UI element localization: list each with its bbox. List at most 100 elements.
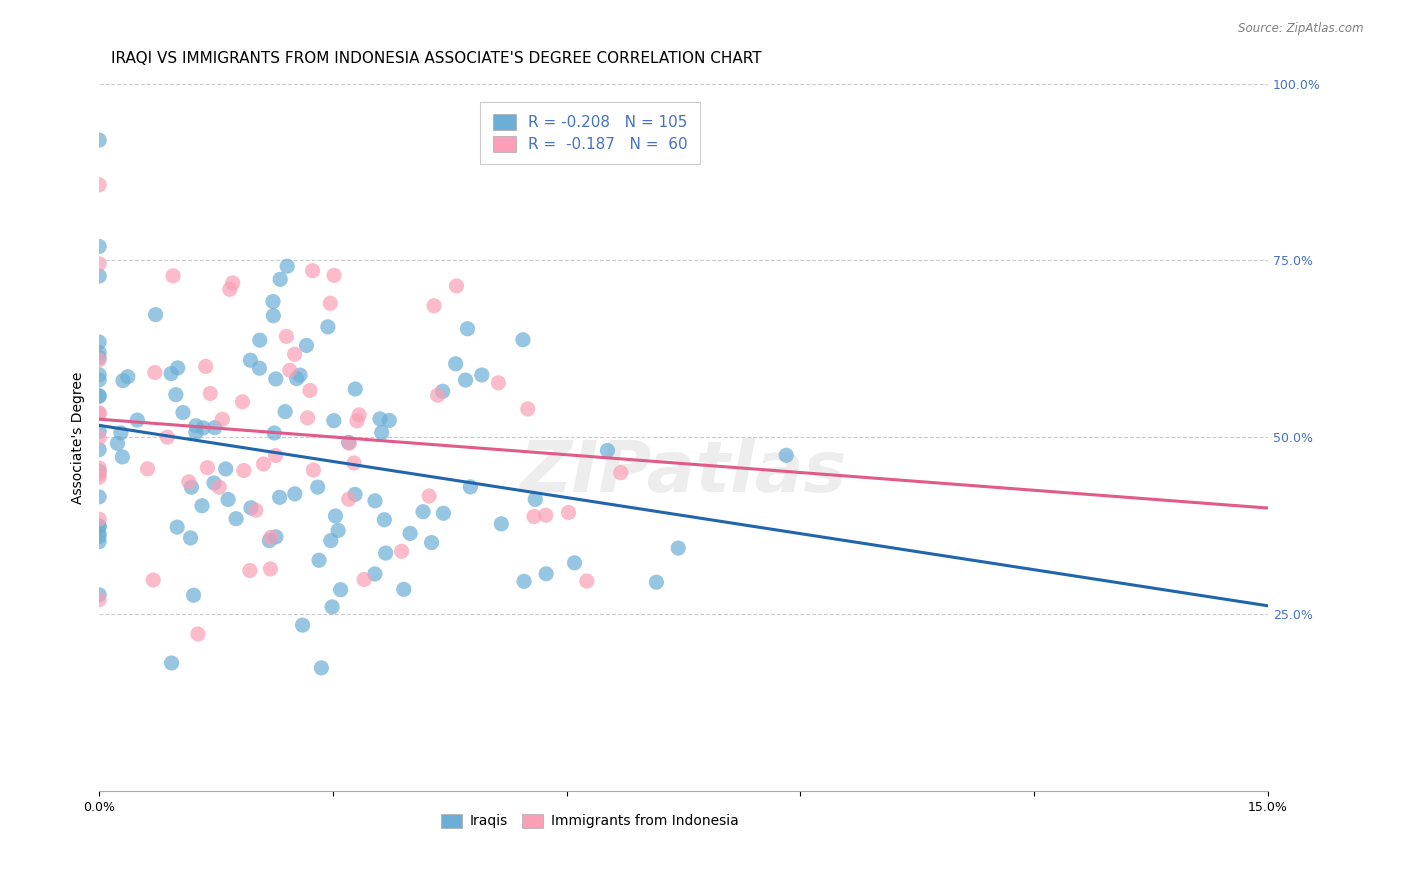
Iraqis xyxy=(288,368,311,383)
Iraqis xyxy=(89,519,111,533)
Iraqis xyxy=(264,530,287,544)
Immigrants from Indonesia xyxy=(89,592,111,607)
Iraqis xyxy=(239,500,262,515)
Iraqis xyxy=(337,435,360,450)
Iraqis xyxy=(329,582,352,597)
Iraqis xyxy=(145,308,167,322)
Iraqis xyxy=(110,425,132,440)
Immigrants from Indonesia xyxy=(211,412,233,426)
Immigrants from Indonesia xyxy=(297,411,319,425)
Immigrants from Indonesia xyxy=(276,329,298,343)
Iraqis xyxy=(392,582,415,597)
Immigrants from Indonesia xyxy=(142,573,165,587)
Immigrants from Indonesia xyxy=(252,457,274,471)
Iraqis xyxy=(89,526,111,541)
Iraqis xyxy=(107,436,129,450)
Iraqis xyxy=(225,512,247,526)
Iraqis xyxy=(193,421,215,435)
Immigrants from Indonesia xyxy=(523,509,546,524)
Text: Source: ZipAtlas.com: Source: ZipAtlas.com xyxy=(1239,22,1364,36)
Iraqis xyxy=(160,367,183,381)
Immigrants from Indonesia xyxy=(557,506,579,520)
Iraqis xyxy=(596,443,619,458)
Iraqis xyxy=(262,294,284,309)
Immigrants from Indonesia xyxy=(391,544,413,558)
Iraqis xyxy=(432,384,454,399)
Immigrants from Indonesia xyxy=(302,463,325,477)
Iraqis xyxy=(111,374,134,388)
Iraqis xyxy=(399,526,422,541)
Immigrants from Indonesia xyxy=(260,530,283,544)
Immigrants from Indonesia xyxy=(89,352,111,367)
Immigrants from Indonesia xyxy=(156,430,179,444)
Iraqis xyxy=(202,475,225,490)
Iraqis xyxy=(368,412,391,426)
Iraqis xyxy=(89,442,111,457)
Iraqis xyxy=(89,133,111,147)
Iraqis xyxy=(111,450,134,464)
Iraqis xyxy=(645,575,668,590)
Iraqis xyxy=(262,309,284,323)
Iraqis xyxy=(321,599,343,614)
Legend: Iraqis, Immigrants from Indonesia: Iraqis, Immigrants from Indonesia xyxy=(436,808,745,834)
Iraqis xyxy=(89,424,111,438)
Iraqis xyxy=(344,382,367,396)
Iraqis xyxy=(217,492,239,507)
Immigrants from Indonesia xyxy=(610,466,633,480)
Iraqis xyxy=(370,425,392,440)
Iraqis xyxy=(180,480,202,494)
Immigrants from Indonesia xyxy=(323,268,346,283)
Iraqis xyxy=(263,425,285,440)
Immigrants from Indonesia xyxy=(284,347,307,361)
Iraqis xyxy=(269,272,291,286)
Immigrants from Indonesia xyxy=(446,279,468,293)
Immigrants from Indonesia xyxy=(301,263,323,277)
Iraqis xyxy=(89,534,111,549)
Iraqis xyxy=(276,259,298,273)
Immigrants from Indonesia xyxy=(486,376,509,390)
Immigrants from Indonesia xyxy=(143,366,166,380)
Immigrants from Indonesia xyxy=(89,470,111,484)
Immigrants from Indonesia xyxy=(337,492,360,507)
Immigrants from Indonesia xyxy=(516,401,538,416)
Iraqis xyxy=(512,333,534,347)
Immigrants from Indonesia xyxy=(347,408,370,422)
Iraqis xyxy=(215,462,238,476)
Immigrants from Indonesia xyxy=(89,431,111,445)
Iraqis xyxy=(471,368,494,382)
Iraqis xyxy=(775,448,797,462)
Iraqis xyxy=(239,353,262,368)
Immigrants from Indonesia xyxy=(89,461,111,475)
Immigrants from Indonesia xyxy=(353,573,375,587)
Immigrants from Indonesia xyxy=(89,512,111,526)
Immigrants from Indonesia xyxy=(426,388,449,402)
Iraqis xyxy=(179,531,201,545)
Iraqis xyxy=(378,413,401,427)
Iraqis xyxy=(412,505,434,519)
Immigrants from Indonesia xyxy=(89,178,111,192)
Immigrants from Indonesia xyxy=(575,574,598,588)
Immigrants from Indonesia xyxy=(337,436,360,450)
Iraqis xyxy=(89,351,111,365)
Iraqis xyxy=(166,520,188,534)
Iraqis xyxy=(364,493,387,508)
Iraqis xyxy=(249,361,271,376)
Immigrants from Indonesia xyxy=(239,564,262,578)
Iraqis xyxy=(295,338,318,352)
Iraqis xyxy=(89,239,111,253)
Iraqis xyxy=(264,372,287,386)
Immigrants from Indonesia xyxy=(298,384,321,398)
Immigrants from Indonesia xyxy=(264,449,287,463)
Iraqis xyxy=(89,345,111,359)
Immigrants from Indonesia xyxy=(177,475,200,489)
Immigrants from Indonesia xyxy=(278,363,301,377)
Iraqis xyxy=(259,533,281,548)
Iraqis xyxy=(564,556,586,570)
Iraqis xyxy=(184,418,207,433)
Iraqis xyxy=(89,368,111,382)
Immigrants from Indonesia xyxy=(136,462,159,476)
Immigrants from Indonesia xyxy=(200,386,222,401)
Iraqis xyxy=(307,480,329,494)
Iraqis xyxy=(319,533,342,548)
Iraqis xyxy=(513,574,536,589)
